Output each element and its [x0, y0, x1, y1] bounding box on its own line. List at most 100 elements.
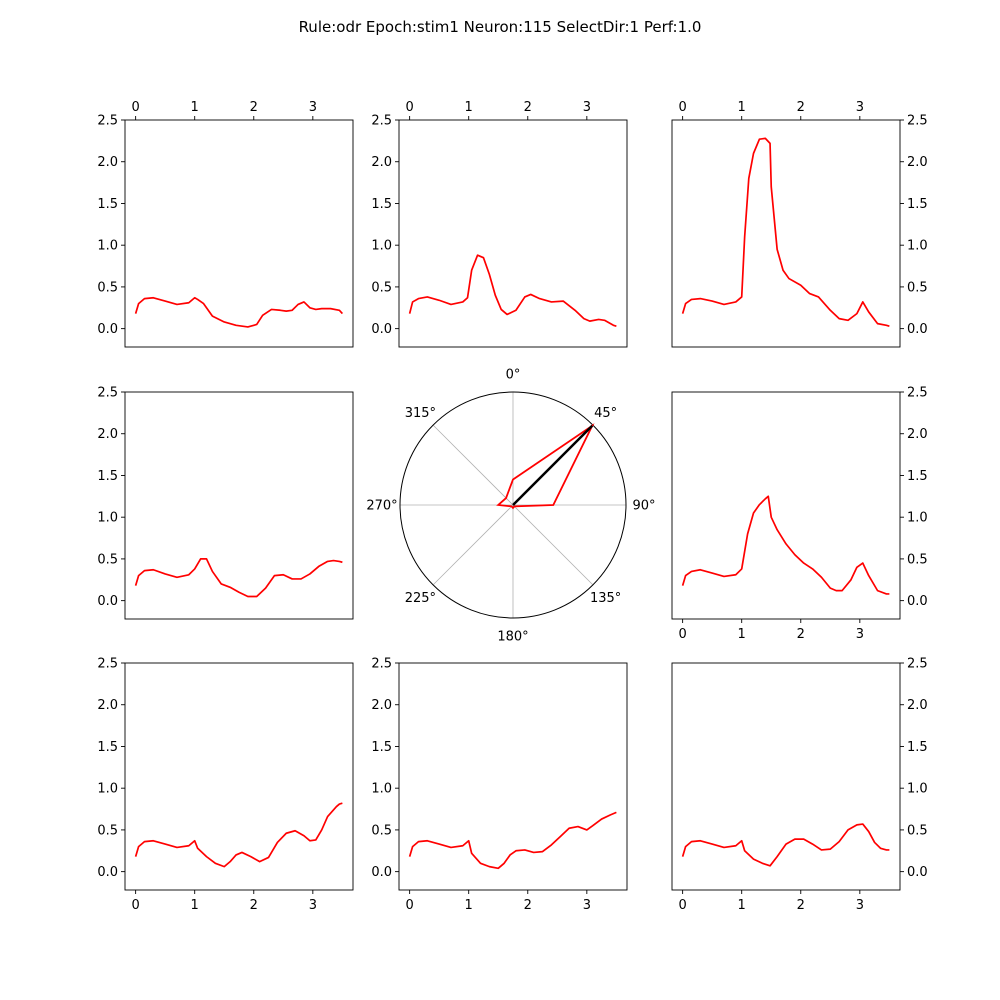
trace-line — [681, 823, 890, 867]
x-tick-label: 1 — [191, 898, 199, 913]
y-tick-label: 1.5 — [97, 197, 118, 212]
x-tick-label: 1 — [738, 627, 746, 642]
trace-line — [408, 811, 617, 870]
y-tick-label: 0.0 — [907, 594, 928, 609]
x-tick-label: 0 — [131, 100, 139, 115]
y-tick-label: 2.0 — [97, 427, 118, 442]
polar-outline — [399, 391, 627, 619]
y-tick-label: 0.5 — [907, 280, 928, 295]
trace-line — [134, 558, 343, 598]
x-tick-label: 3 — [856, 100, 864, 115]
trace-line — [408, 254, 617, 327]
y-tick-label: 2.0 — [907, 427, 928, 442]
polar-theta-label: 315° — [405, 406, 436, 421]
y-tick-label: 0.5 — [371, 823, 392, 838]
x-tick-label: 2 — [797, 898, 805, 913]
x-tick-label: 3 — [856, 898, 864, 913]
y-tick-label: 2.5 — [371, 657, 392, 672]
polar-theta-label: 45° — [594, 406, 617, 421]
x-tick-label: 1 — [738, 100, 746, 115]
panel-center: 0° 45° 90° 135° 180° 225° 270° 315° — [366, 368, 655, 645]
x-tick-label: 3 — [309, 898, 317, 913]
polar-theta-label: 180° — [497, 630, 528, 645]
y-tick-label: 2.5 — [97, 386, 118, 401]
y-tick-label: 2.5 — [907, 114, 928, 129]
y-tick-label: 2.5 — [907, 386, 928, 401]
y-tick-label: 1.0 — [907, 782, 928, 797]
y-tick-label: 0.0 — [371, 865, 392, 880]
x-tick-label: 2 — [250, 898, 258, 913]
x-tick-label: 0 — [678, 898, 686, 913]
figure-title: Rule:odr Epoch:stim1 Neuron:115 SelectDi… — [299, 18, 702, 36]
axes-frame — [398, 662, 628, 891]
panel-top-left: 0.0 0.5 1.0 1.5 2.0 2.5 0 1 2 3 — [97, 100, 354, 348]
y-tick-label: 2.0 — [371, 698, 392, 713]
polar-theta-label: 0° — [506, 368, 521, 383]
y-tick-label: 2.0 — [371, 155, 392, 170]
trace-line — [134, 802, 343, 868]
y-tick-label: 1.5 — [907, 469, 928, 484]
x-tick-label: 1 — [465, 898, 473, 913]
trace-line — [134, 296, 344, 328]
axes-frame — [124, 119, 354, 348]
x-tick-label: 3 — [583, 100, 591, 115]
trace-line — [681, 495, 890, 595]
y-tick-label: 0.5 — [371, 280, 392, 295]
panel-grid: 0.0 0.5 1.0 1.5 2.0 2.5 0 1 2 3 0.0 0.5 1.0 1.5 2.0 2.5… — [97, 100, 927, 913]
y-tick-label: 2.0 — [97, 155, 118, 170]
y-tick-label: 0.0 — [907, 865, 928, 880]
y-tick-label: 2.0 — [907, 155, 928, 170]
polar-theta-label: 135° — [590, 591, 621, 606]
panel-top-right: 0.0 0.5 1.0 1.5 2.0 2.5 0 1 2 3 — [671, 100, 928, 348]
x-tick-label: 0 — [678, 627, 686, 642]
y-tick-label: 1.5 — [907, 740, 928, 755]
y-tick-label: 0.5 — [907, 823, 928, 838]
y-tick-label: 0.5 — [97, 552, 118, 567]
panel-middle-right: 0.0 0.5 1.0 1.5 2.0 2.5 0 1 2 3 — [671, 386, 928, 642]
y-tick-label: 1.0 — [371, 782, 392, 797]
y-tick-label: 1.5 — [907, 197, 928, 212]
y-tick-label: 0.0 — [97, 322, 118, 337]
x-tick-label: 0 — [678, 100, 686, 115]
y-tick-label: 1.0 — [907, 239, 928, 254]
y-tick-label: 0.5 — [907, 552, 928, 567]
x-tick-label: 3 — [309, 100, 317, 115]
axes-frame — [124, 391, 354, 620]
x-tick-label: 3 — [856, 627, 864, 642]
panel-middle-left: 0.0 0.5 1.0 1.5 2.0 2.5 — [97, 386, 354, 620]
y-tick-label: 1.0 — [907, 511, 928, 526]
y-tick-label: 1.5 — [371, 197, 392, 212]
y-tick-label: 2.5 — [97, 657, 118, 672]
x-tick-label: 2 — [250, 100, 258, 115]
y-tick-label: 0.0 — [97, 594, 118, 609]
polar-theta-label: 225° — [405, 591, 436, 606]
y-tick-label: 1.0 — [97, 782, 118, 797]
axes-frame — [398, 119, 628, 348]
y-tick-label: 2.0 — [907, 698, 928, 713]
y-tick-label: 1.0 — [97, 511, 118, 526]
x-tick-label: 3 — [583, 898, 591, 913]
panel-top-middle: 0.0 0.5 1.0 1.5 2.0 2.5 0 1 2 3 — [371, 100, 628, 348]
polar-tuning-curve — [496, 423, 595, 510]
polar-gridline — [432, 424, 514, 506]
y-tick-label: 2.5 — [907, 657, 928, 672]
axes-frame — [671, 391, 901, 620]
polar-theta-label: 270° — [366, 499, 397, 514]
y-tick-label: 2.0 — [97, 698, 118, 713]
polar-theta-label: 90° — [632, 499, 655, 514]
x-tick-label: 2 — [524, 100, 532, 115]
axes-frame — [671, 119, 901, 348]
y-tick-label: 2.5 — [371, 114, 392, 129]
panel-bottom-right: 0.0 0.5 1.0 1.5 2.0 2.5 0 1 2 3 — [671, 657, 928, 913]
x-tick-label: 2 — [524, 898, 532, 913]
y-tick-label: 0.0 — [907, 322, 928, 337]
y-tick-label: 0.5 — [97, 823, 118, 838]
axes-frame — [671, 662, 901, 891]
y-tick-label: 0.5 — [97, 280, 118, 295]
x-tick-label: 2 — [797, 627, 805, 642]
y-tick-label: 0.0 — [371, 322, 392, 337]
axes-frame — [124, 662, 354, 891]
x-tick-label: 0 — [131, 898, 139, 913]
polar-gridline — [432, 504, 514, 586]
